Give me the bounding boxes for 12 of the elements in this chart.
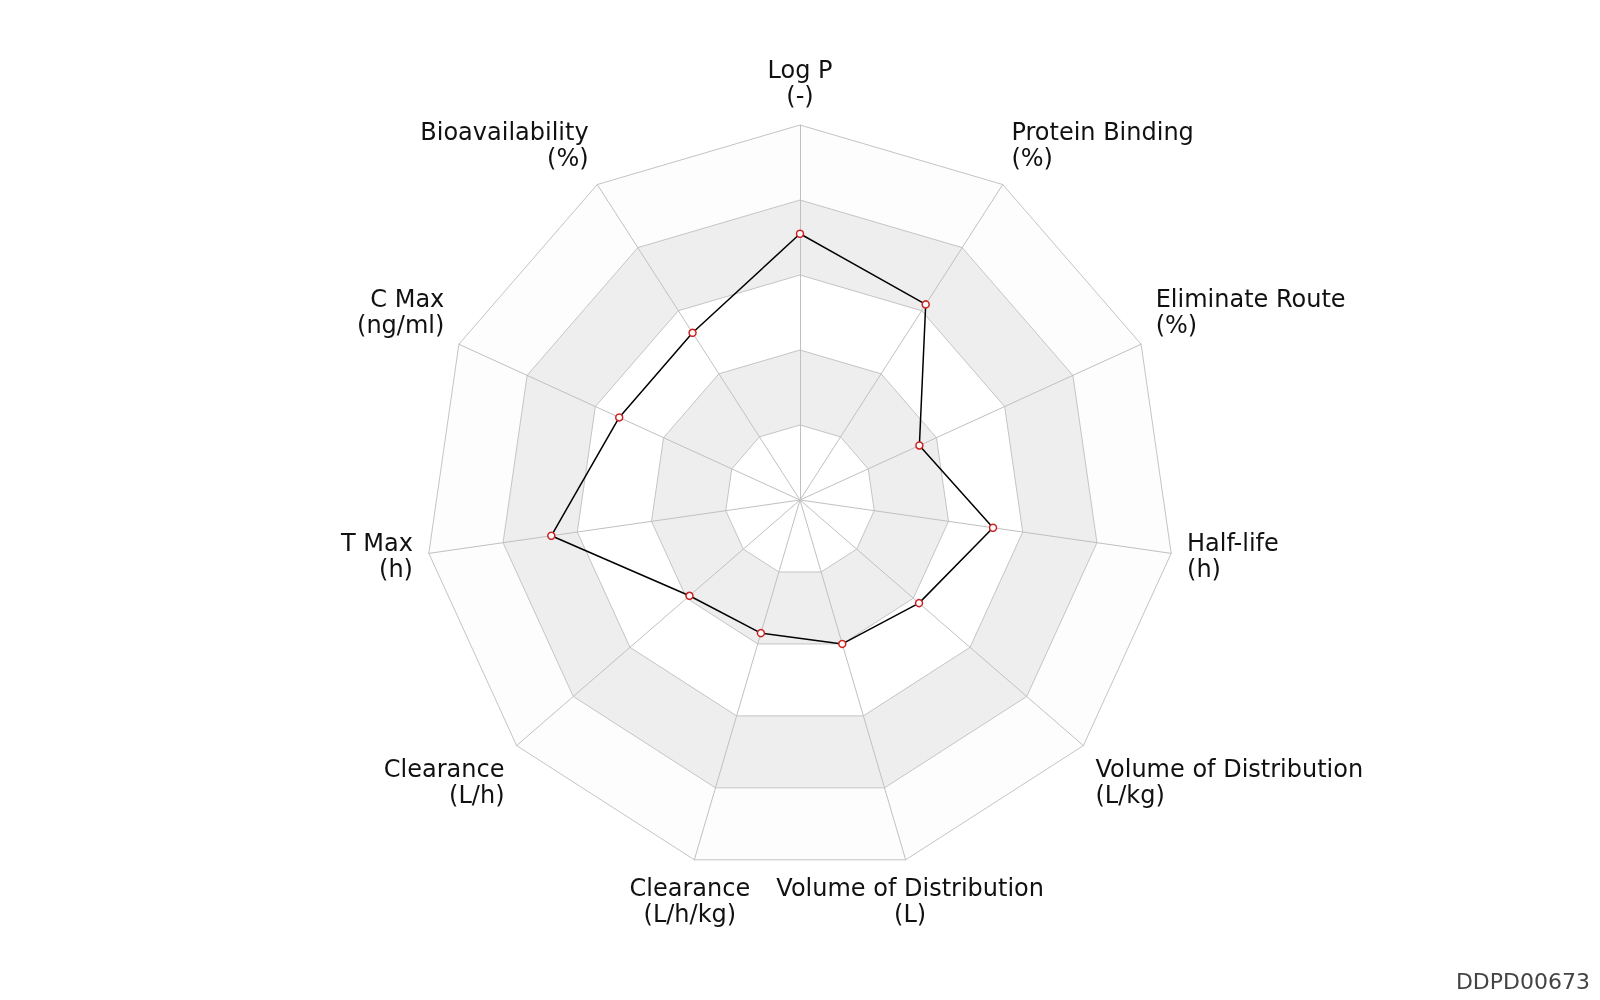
spoke-label: Protein Binding (%) <box>1011 118 1194 173</box>
spoke-label: T Max (h) <box>340 528 413 583</box>
spoke-label: Log P (-) <box>767 56 833 110</box>
spoke-label: C Max (ng/ml) <box>357 284 445 339</box>
text: DDPD00673 <box>1455 968 1590 994</box>
spoke-label: Volume of Distribution (L/kg) <box>1095 755 1364 810</box>
spoke-label: Bioavailability (%) <box>420 118 589 173</box>
spoke-label: Half-life (h) <box>1187 528 1279 583</box>
spoke-label: Clearance (L/h) <box>383 755 505 810</box>
spoke-label: Volume of Distribution (L) <box>776 874 1044 929</box>
spoke-label: Clearance (L/h/kg) <box>629 874 751 929</box>
spoke-label: Eliminate Route (%) <box>1155 284 1346 339</box>
